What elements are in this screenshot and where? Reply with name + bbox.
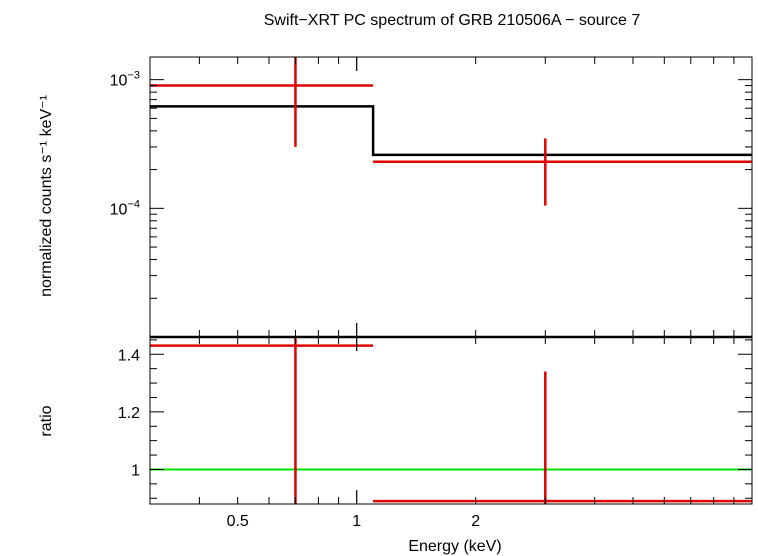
spectrum-panel-frame [149,56,753,338]
x-tick-label: 2 [471,513,480,530]
y-tick-label-ratio: 1.4 [118,347,140,364]
bottom-y-axis-label: ratio [38,405,55,436]
ratio-panel-frame [149,336,753,505]
y-tick-label-ratio: 1.2 [118,405,140,422]
x-tick-label: 1 [352,513,361,530]
y-tick-label-spectrum: 10−4 [110,198,140,218]
x-tick-label: 0.5 [227,513,249,530]
top-y-axis-label: normalized counts s⁻¹ keV⁻¹ [38,95,55,297]
y-tick-label-spectrum: 10−3 [110,70,140,90]
model-step-line [150,105,752,157]
chart-title: Swift−XRT PC spectrum of GRB 210506A − s… [264,12,641,29]
x-axis-label: Energy (keV) [408,538,501,555]
y-tick-label-ratio: 1 [131,462,140,479]
